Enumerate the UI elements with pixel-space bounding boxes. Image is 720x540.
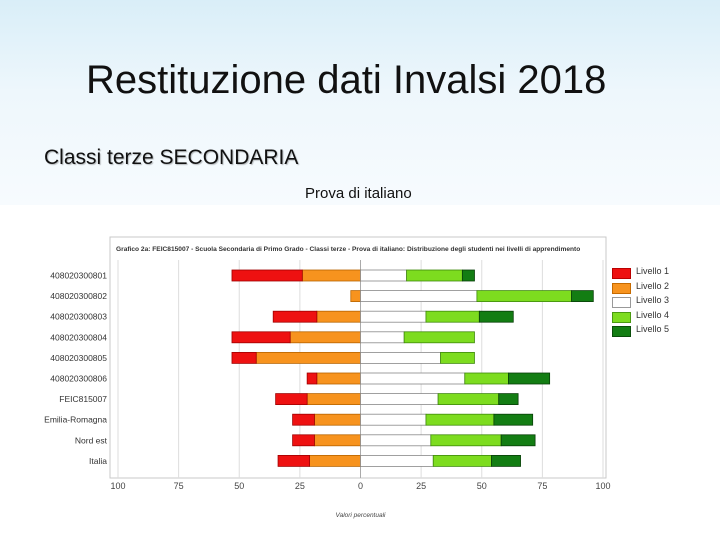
legend-swatch-livello-5 [612,326,631,337]
bar-livello-4 [476,290,572,303]
x-tick-label: 100 [110,481,125,491]
bar-livello-1 [231,331,291,344]
slide-title: Restituzione dati Invalsi 2018 [86,58,607,102]
bar-livello-1 [272,310,318,323]
category-label: FEIC815007 [59,394,107,404]
category-label: Italia [89,456,107,466]
bar-livello-4 [440,351,475,364]
x-axis-label: Valori percentuali [336,512,387,519]
bar-livello-2 [289,331,361,344]
x-tick-label: 0 [358,481,363,491]
bar-livello-3 [360,434,432,447]
category-label: 408020300801 [50,271,107,281]
bar-livello-3 [360,393,439,406]
bar-livello-5 [571,290,594,303]
test-label: Prova di italiano [305,185,412,202]
x-tick-label: 75 [174,481,184,491]
bar-livello-1 [292,434,315,447]
legend-label-livello-5: Livello 5 [636,324,670,334]
bar-livello-2 [316,372,361,385]
bar-livello-5 [500,434,536,447]
bar-livello-1 [275,393,308,406]
legend-swatch-livello-2 [612,282,631,294]
bar-livello-2 [255,351,361,364]
category-label: Nord est [75,435,108,445]
bar-livello-1 [292,413,315,426]
bar-livello-2 [316,310,361,323]
bar-livello-3 [360,310,427,323]
legend-swatch-livello-3 [612,297,631,308]
bar-livello-3 [360,454,434,467]
bar-livello-4 [425,310,480,323]
bar-livello-4 [437,393,500,406]
bar-livello-3 [360,372,466,385]
bar-livello-1 [231,269,303,282]
category-label: Emilia-Romagna [44,415,107,425]
legend-swatch-livello-4 [612,311,631,323]
x-tick-label: 75 [537,481,547,491]
slide-subtitle: Classi terze SECONDARIA [44,146,299,169]
category-label: 408020300804 [50,332,107,342]
bar-livello-4 [430,434,502,447]
slide-background [0,0,720,205]
bar-livello-5 [498,393,519,406]
bar-livello-3 [360,290,478,303]
category-label: 408020300806 [50,374,107,384]
bar-livello-2 [350,290,361,303]
x-tick-label: 100 [595,481,610,491]
category-label: 408020300805 [50,353,107,363]
bar-livello-4 [432,454,492,467]
bar-livello-4 [464,372,509,385]
bar-livello-2 [306,393,361,406]
bar-livello-4 [406,269,463,282]
bar-livello-2 [314,434,361,447]
bar-livello-5 [493,413,534,426]
bar-livello-2 [314,413,361,426]
legend-label-livello-4: Livello 4 [636,309,670,320]
bar-livello-4 [403,331,475,344]
legend-swatch-livello-1 [612,268,631,279]
bar-livello-5 [508,372,551,385]
category-label: 408020300802 [50,291,107,301]
bar-livello-1 [277,454,310,467]
category-label: 408020300803 [50,312,107,322]
x-tick-label: 50 [477,481,487,491]
legend-label-livello-3: Livello 3 [636,295,670,305]
x-tick-label: 25 [295,481,305,491]
bar-livello-2 [301,269,361,282]
bar-livello-4 [425,413,495,426]
bar-livello-5 [461,269,475,282]
x-tick-label: 25 [416,481,426,491]
legend-label-livello-1: Livello 1 [636,266,670,276]
x-tick-label: 50 [234,481,244,491]
bar-livello-1 [231,351,257,364]
chart-title: Grafico 2a: FEIC815007 - Scuola Secondar… [116,246,580,253]
bar-livello-3 [360,413,427,426]
bar-livello-2 [309,454,361,467]
bar-livello-3 [360,351,441,364]
bar-livello-3 [360,331,405,344]
bar-livello-5 [478,310,514,323]
bar-livello-1 [306,372,318,385]
bar-livello-5 [491,454,521,467]
legend-label-livello-2: Livello 2 [636,280,670,291]
bar-livello-3 [360,269,407,282]
